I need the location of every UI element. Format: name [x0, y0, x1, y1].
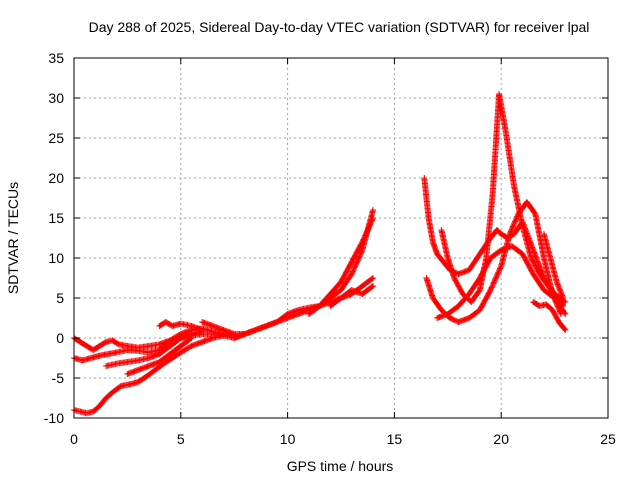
data-point	[490, 279, 497, 286]
data-point	[350, 265, 357, 272]
series-track-3	[71, 332, 227, 417]
data-point	[489, 281, 496, 288]
series-track-9	[305, 215, 377, 317]
series-track-10	[327, 283, 377, 309]
x-axis-label: GPS time / hours	[287, 458, 394, 474]
data-point	[366, 223, 373, 230]
x-tick-label: 10	[280, 431, 296, 447]
x-tick-label: 0	[70, 431, 78, 447]
data-point	[361, 235, 368, 242]
data-point	[363, 230, 370, 237]
data-point	[369, 216, 376, 223]
data-point	[493, 273, 500, 280]
y-tick-label: 30	[48, 90, 64, 106]
data-point	[366, 222, 373, 229]
data-point	[497, 264, 504, 271]
y-tick-label: 5	[56, 290, 64, 306]
data-point	[497, 265, 504, 272]
data-point	[489, 283, 496, 290]
data-point	[359, 237, 366, 244]
data-point	[492, 276, 499, 283]
series-track-6	[156, 319, 206, 333]
plot-frame	[73, 57, 609, 419]
data-point	[349, 269, 356, 276]
x-tick-label: 5	[177, 431, 185, 447]
data-point	[562, 311, 569, 317]
y-tick-label: 25	[48, 130, 64, 146]
y-tick-label: 20	[48, 170, 64, 186]
data-point	[352, 263, 359, 270]
data-point	[368, 217, 375, 224]
data-point	[220, 332, 227, 339]
x-tick-label: 20	[493, 431, 509, 447]
y-tick-label: -5	[52, 370, 65, 386]
data-point	[494, 271, 501, 278]
y-tick-label: 35	[48, 50, 64, 66]
axis-ticks: 0 5 10 15 20 25 -10 -5 0 5 10 15 20 25 30 35	[44, 50, 616, 447]
data-point	[352, 262, 359, 269]
data-point	[370, 215, 377, 221]
y-tick-label: 15	[48, 210, 64, 226]
data-point	[364, 227, 371, 234]
data-point	[367, 220, 374, 227]
series-track-15	[530, 299, 569, 333]
data-point	[348, 271, 355, 277]
data-point	[350, 267, 357, 274]
y-axis-label: SDTVAR / TECUs	[5, 182, 21, 294]
data-point	[354, 258, 361, 265]
data-point	[365, 225, 372, 232]
data-point	[199, 327, 206, 333]
data-point	[361, 233, 368, 240]
y-tick-label: 10	[48, 250, 64, 266]
data-point	[364, 226, 371, 233]
data-point	[368, 218, 375, 225]
data-point	[488, 285, 495, 292]
data-point	[562, 327, 569, 333]
data-point	[368, 275, 375, 282]
series-track-16	[540, 231, 567, 301]
data-point	[493, 274, 500, 281]
data-point	[353, 260, 360, 267]
series-track-14	[434, 243, 569, 321]
x-tick-label: 15	[387, 431, 403, 447]
data-point	[351, 264, 358, 271]
series-track-4	[103, 328, 206, 369]
data-point	[370, 283, 377, 289]
chart-title: Day 288 of 2025, Sidereal Day-to-day VTE…	[89, 19, 590, 35]
data-point	[561, 309, 568, 316]
data-point	[494, 270, 501, 277]
data-point	[370, 207, 377, 213]
data-point	[188, 335, 195, 341]
series-track-12	[438, 91, 567, 309]
y-tick-label: 0	[56, 330, 64, 346]
data-point	[362, 231, 369, 238]
data-point	[367, 221, 374, 228]
data-point	[187, 335, 194, 342]
data-point	[353, 259, 360, 266]
data-point	[370, 275, 377, 281]
data-point	[368, 283, 375, 290]
data-points	[71, 91, 569, 417]
data-point	[496, 266, 503, 273]
data-point	[490, 280, 497, 287]
data-point	[359, 239, 366, 245]
data-point	[487, 287, 494, 293]
data-point	[349, 268, 356, 275]
data-point	[562, 299, 569, 305]
data-point	[561, 326, 568, 332]
data-point	[561, 298, 568, 305]
x-tick-label: 25	[600, 431, 616, 447]
data-point	[492, 275, 499, 282]
data-point	[362, 232, 369, 239]
data-point	[360, 236, 367, 243]
data-point	[363, 228, 370, 235]
data-point	[488, 284, 495, 291]
data-point	[491, 278, 498, 285]
series-track-5	[124, 335, 195, 377]
y-tick-label: -10	[44, 410, 64, 426]
data-point	[560, 295, 567, 301]
data-point	[495, 269, 502, 276]
data-point	[495, 268, 502, 275]
